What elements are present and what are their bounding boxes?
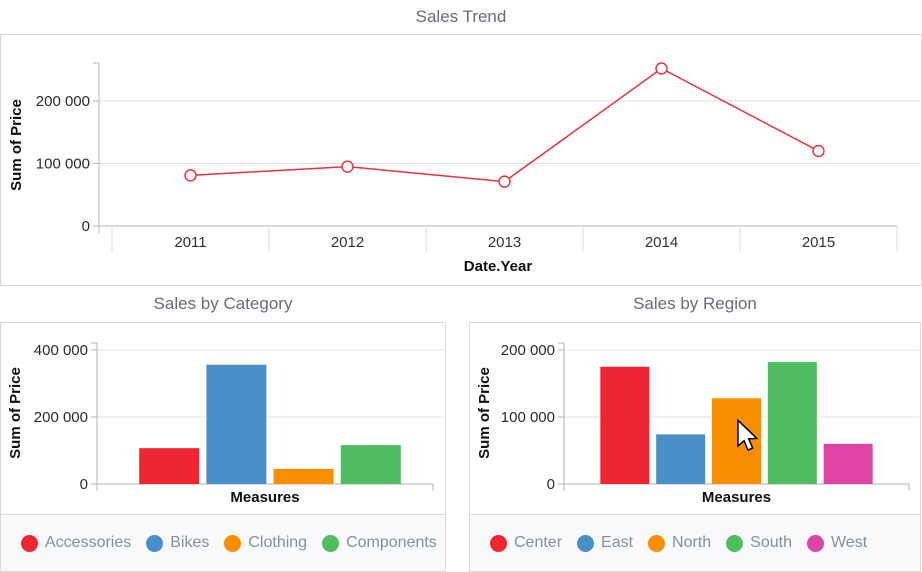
region-legend: Center East North South West (470, 514, 920, 571)
legend-label: Bikes (170, 534, 210, 551)
legend-label: Center (514, 534, 563, 551)
trend-line (190, 67, 819, 183)
x-tick-label: 2014 (645, 234, 678, 251)
legend-label: South (750, 534, 792, 551)
region-chart-panel: 0 100 000 200 000 Sum of Price Measures Cent… (469, 322, 921, 572)
data-point-2011[interactable] (184, 169, 197, 182)
region-chart-section: Sales by Region 0 100 000 200 000 Sum of Pr… (469, 286, 921, 572)
y-tick-label: 200 000 (34, 409, 88, 426)
bar-Bikes[interactable] (206, 364, 267, 484)
y-tick-label: 0 (547, 476, 555, 493)
legend-item-accessories[interactable]: Accessories (21, 534, 131, 552)
x-axis-title: Date.Year (464, 258, 533, 275)
legend-dot-icon (490, 534, 507, 552)
x-axis-title: Measures (230, 489, 299, 506)
legend-item-center[interactable]: Center (490, 534, 562, 552)
legend-item-north[interactable]: North (648, 534, 711, 552)
y-tick-label: 400 000 (34, 342, 88, 359)
sales-by-region-chart: 0 100 000 200 000 Sum of Price Measures (476, 342, 919, 506)
y-axis-title: Sum of Price (8, 99, 25, 191)
x-tick-label: 2015 (802, 234, 835, 251)
data-point-2015[interactable] (812, 144, 825, 158)
legend-dot-icon (146, 534, 164, 552)
data-point-2014[interactable] (655, 62, 668, 75)
legend-dot-icon (322, 534, 340, 552)
bar-North[interactable] (712, 398, 761, 484)
legend-label: West (830, 534, 868, 551)
x-tick-label: 2012 (331, 234, 364, 251)
sales-trend-chart: 0 100 000 200 000 Sum of Price Date.Year 2011… (8, 62, 920, 275)
legend-dot-icon (726, 534, 744, 552)
region-chart-title: Sales by Region (633, 294, 757, 313)
data-point-2012[interactable] (341, 160, 354, 173)
trend-chart-title: Sales Trend (415, 7, 507, 26)
y-tick-label: 0 (82, 218, 90, 235)
bar-South[interactable] (767, 362, 817, 484)
legend-dot-icon (21, 534, 38, 552)
y-tick-label: 200 000 (36, 93, 90, 110)
legend-item-south[interactable]: South (726, 534, 792, 552)
y-axis-title: Sum of Price (476, 367, 493, 459)
bar-Clothing[interactable] (273, 468, 334, 484)
legend-item-west[interactable]: West (806, 534, 868, 552)
x-tick-label: 2013 (488, 234, 521, 251)
category-chart-panel: 0 200 000 400 000 Sum of Price Measures Acce… (0, 322, 446, 572)
legend-dot-icon (648, 534, 666, 552)
bar-Center[interactable] (600, 366, 650, 484)
y-tick-label: 100 000 (36, 156, 90, 173)
legend-dot-icon (577, 534, 595, 552)
legend-item-components[interactable]: Components (322, 534, 437, 552)
y-tick-label: 0 (80, 476, 88, 493)
y-tick-label: 200 000 (501, 342, 555, 359)
y-axis-title: Sum of Price (7, 367, 24, 459)
bar-Accessories[interactable] (139, 448, 200, 484)
category-legend: Accessories Bikes Clothing Components (1, 514, 445, 571)
data-point-2013[interactable] (498, 175, 511, 188)
legend-label: North (672, 534, 712, 551)
x-axis-title: Measures (702, 489, 771, 506)
y-tick-label: 100 000 (501, 409, 555, 426)
bottom-charts-row: Sales by Category 0 200 000 400 000 Sum of … (0, 286, 922, 572)
legend-dot-icon (806, 534, 824, 552)
legend-label: East (601, 534, 634, 551)
category-chart-section: Sales by Category 0 200 000 400 000 Sum of … (0, 286, 446, 572)
category-chart-title: Sales by Category (153, 294, 293, 313)
bar-West[interactable] (823, 443, 873, 484)
legend-item-bikes[interactable]: Bikes (146, 534, 209, 552)
sales-by-category-chart: 0 200 000 400 000 Sum of Price Measures (7, 342, 444, 506)
legend-label: Accessories (45, 534, 132, 551)
legend-label: Components (346, 534, 437, 551)
legend-dot-icon (224, 534, 242, 552)
x-tick-label: 2011 (174, 234, 206, 251)
bar-East[interactable] (656, 434, 706, 484)
legend-item-clothing[interactable]: Clothing (224, 534, 307, 552)
legend-item-east[interactable]: East (577, 534, 633, 552)
trend-chart-panel: 0 100 000 200 000 Sum of Price Date.Year 2011… (0, 34, 922, 286)
bar-Components[interactable] (340, 445, 401, 484)
legend-label: Clothing (248, 534, 308, 551)
